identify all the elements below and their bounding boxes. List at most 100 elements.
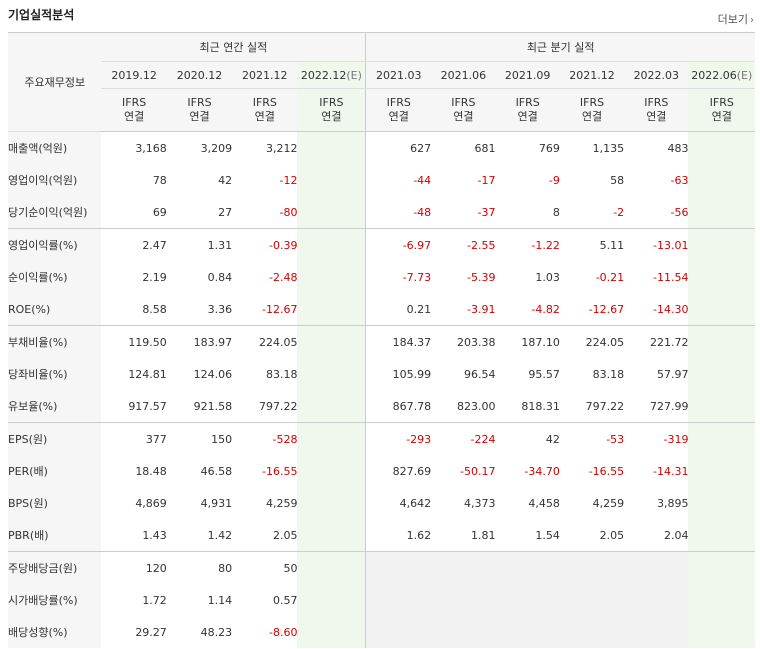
period-header: 2022.06(E) [688, 61, 755, 89]
table-cell [559, 616, 625, 648]
table-cell [297, 455, 367, 487]
table-cell: 29.27 [135, 625, 167, 639]
table-cell: 4,869 [135, 496, 167, 510]
table-cell: 224.05 [258, 335, 298, 349]
table-cell: 797.22 [232, 390, 298, 423]
ifrs-label: IFRS 연결 [297, 88, 367, 132]
table-cell: 203.38 [457, 335, 496, 349]
table-cell: 377 [145, 432, 167, 446]
ifrs-consolidated: 연결 [254, 110, 275, 123]
annual-group-header: 최근 연간 실적 [101, 32, 367, 62]
table-cell [624, 584, 689, 616]
table-cell [624, 551, 689, 584]
table-row: PBR(배) 1.43 1.42 2.05 1.62 1.81 1.54 2.05 2.04 [8, 519, 755, 552]
table-row: 주당배당금(원) 120 80 50 [8, 551, 755, 584]
table-cell [688, 584, 755, 616]
period-header: 2021.03 [365, 61, 432, 89]
table-cell: 4,931 [200, 496, 233, 510]
ifrs-standard: IFRS [187, 96, 212, 109]
row-label: 당기순이익(억원) [8, 196, 102, 229]
table-cell [688, 228, 755, 261]
ifrs-label: IFRS 연결 [559, 88, 625, 132]
table-cell: 627 [410, 141, 432, 155]
ifrs-label: IFRS 연결 [232, 88, 298, 132]
period-label: 2022.03 [633, 68, 680, 82]
table-cell: 8 [495, 196, 560, 229]
more-link[interactable]: 더보기 › [718, 11, 754, 27]
table-cell: -2.48 [269, 270, 298, 284]
table-row: 유보율(%) 917.57 921.58 797.22 867.78 823.00 818.… [8, 390, 755, 423]
table-cell [431, 551, 496, 584]
table-row: 당좌비율(%) 124.81 124.06 83.18 105.99 96.54 95.57… [8, 358, 755, 390]
table-cell: 3,209 [200, 141, 233, 155]
table-cell [297, 358, 367, 390]
row-label: 순이익률(%) [8, 261, 102, 293]
table-cell: 2.05 [559, 519, 625, 552]
period-header: 2022.12(E) [297, 61, 367, 89]
table-cell [365, 584, 432, 616]
table-cell [688, 164, 755, 196]
table-cell: 2.04 [624, 519, 689, 552]
table-cell [559, 551, 625, 584]
period-header: 2021.12 [232, 61, 298, 89]
table-cell [297, 584, 367, 616]
table-cell [688, 551, 755, 584]
table-cell [688, 455, 755, 487]
table-row: 영업이익률(%) 2.47 1.31 -0.39 -6.97 -2.55 -1.22 5.11… [8, 228, 755, 261]
table-cell: -14.30 [624, 293, 689, 326]
table-cell: 78 [152, 173, 167, 187]
table-cell: -1.22 [531, 238, 560, 252]
table-cell: 1.14 [207, 593, 233, 607]
table-cell: 4,259 [592, 496, 625, 510]
table-cell [365, 616, 432, 648]
ifrs-standard: IFRS [252, 96, 277, 109]
ifrs-label: IFRS 연결 [495, 88, 560, 132]
table-cell: -50.17 [460, 464, 496, 478]
table-cell: 3,168 [135, 141, 167, 155]
table-cell: 1.42 [166, 519, 233, 552]
row-label: PBR(배) [8, 519, 102, 552]
table-cell: -16.55 [588, 464, 625, 478]
table-cell: 818.31 [495, 390, 560, 423]
table-cell: 187.10 [521, 335, 560, 349]
table-cell [297, 551, 367, 584]
table-cell: 184.37 [392, 335, 432, 349]
table-cell: 120 [145, 561, 167, 575]
table-cell: 119.50 [128, 335, 167, 349]
period-header: 2022.03 [624, 61, 689, 89]
table-cell: 57.97 [656, 367, 689, 381]
table-cell [688, 358, 755, 390]
table-cell [297, 164, 367, 196]
table-cell: -11.54 [653, 270, 689, 284]
row-label: 매출액(억원) [8, 131, 102, 164]
row-label: BPS(원) [8, 487, 102, 519]
row-label: 영업이익(억원) [8, 164, 102, 196]
period-header: 2021.09 [495, 61, 560, 89]
table-cell: 4,259 [265, 496, 298, 510]
table-cell: 27 [166, 196, 233, 229]
table-cell: 0.21 [365, 293, 432, 326]
ifrs-label: IFRS 연결 [431, 88, 496, 132]
period-label: 2020.12 [176, 68, 223, 82]
ifrs-standard: IFRS [579, 96, 605, 109]
period-header: 2019.12 [101, 61, 167, 89]
table-cell [688, 519, 755, 552]
table-cell: -37 [431, 196, 496, 229]
table-cell: -12 [279, 173, 298, 187]
table-cell: 4,373 [464, 496, 496, 510]
table-cell: 224.05 [585, 335, 625, 349]
table-cell: -224 [470, 432, 496, 446]
table-cell: 2.19 [142, 270, 167, 284]
quarter-group-header: 최근 분기 실적 [365, 32, 755, 62]
table-cell [688, 390, 755, 423]
table-cell [297, 131, 367, 164]
table-cell [297, 487, 367, 519]
row-label: 유보율(%) [8, 390, 102, 423]
table-cell: 0.57 [272, 593, 298, 607]
ifrs-standard: IFRS [319, 96, 344, 109]
ifrs-standard: IFRS [709, 96, 734, 109]
table-cell [495, 616, 560, 648]
ifrs-consolidated: 연결 [124, 110, 145, 123]
table-cell [297, 616, 367, 648]
table-cell: -5.39 [467, 270, 496, 284]
